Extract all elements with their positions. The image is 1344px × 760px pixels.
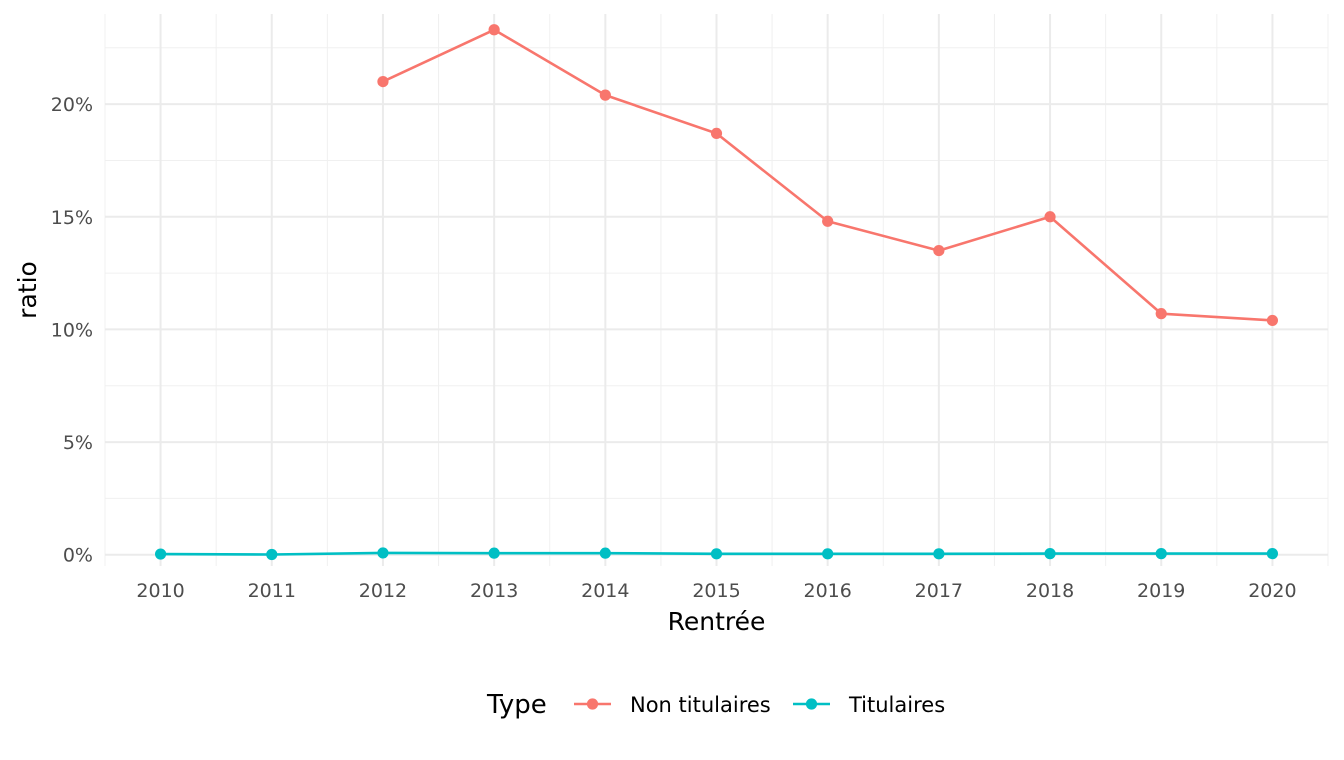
y-tick-label: 15% [51,207,93,229]
data-point-titulaires [154,548,167,560]
x-tick-label: 2018 [1026,580,1074,602]
legend-title: Type [486,690,547,720]
data-point-non-titulaires [1155,308,1167,320]
x-tick-label: 2017 [915,580,963,602]
x-tick-label: 2011 [248,580,296,602]
data-point-titulaires [1044,548,1056,560]
x-tick-label: 2014 [581,580,629,602]
x-tick-label: 2015 [692,580,740,602]
legend-item-titulaires: Titulaires [793,693,945,717]
data-point-titulaires [377,547,389,559]
x-tick-label: 2016 [804,580,852,602]
legend-label: Non titulaires [630,693,771,717]
y-tick-label: 5% [63,432,93,454]
legend-key-point [586,698,599,710]
axis-labels: Rentrée ratio 2010 2011 2012 2013 2014 2015 20… [13,94,1297,636]
data-point-non-titulaires [710,127,723,140]
data-point-titulaires [266,548,278,561]
x-tick-label: 2010 [136,580,184,602]
data-point-titulaires [933,548,945,560]
data-point-non-titulaires [822,215,834,227]
legend: Type Non titulaires Titulaires [486,690,945,720]
x-tick-label: 2012 [359,580,407,602]
x-tick-label: 2019 [1137,580,1185,602]
x-axis-title: Rentrée [668,607,766,636]
y-tick-label: 10% [51,319,93,341]
data-point-titulaires [710,548,723,560]
grid-lines [104,14,1329,566]
legend-key-point [805,698,818,710]
x-tick-label: 2013 [470,580,518,602]
data-series [154,24,1279,561]
data-point-titulaires [1155,548,1167,560]
data-point-non-titulaires [1044,211,1056,223]
data-point-non-titulaires [1266,314,1279,327]
data-point-titulaires [599,547,611,559]
y-tick-label: 20% [51,94,93,116]
data-point-titulaires [1266,548,1279,560]
data-point-titulaires [822,548,834,560]
y-axis-title: ratio [13,261,42,319]
legend-label: Titulaires [848,693,945,717]
y-tick-label: 0% [63,545,93,567]
legend-item-non-titulaires: Non titulaires [574,693,771,717]
data-point-titulaires [488,547,500,559]
data-point-non-titulaires [377,75,389,88]
x-tick-label: 2020 [1248,580,1296,602]
data-point-non-titulaires [933,244,945,257]
data-point-non-titulaires [599,89,611,101]
data-point-non-titulaires [488,24,500,36]
